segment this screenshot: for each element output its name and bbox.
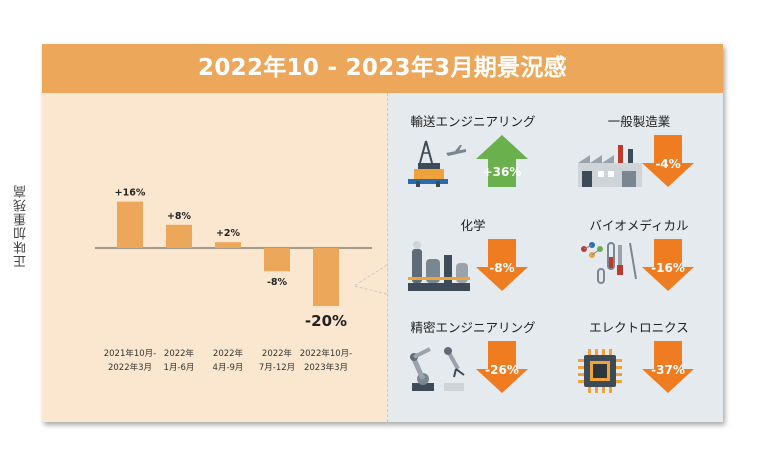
sector-title-3: 化学 [460, 218, 486, 233]
category-label-1: 2021年10月- 2022年3月 [103, 349, 157, 373]
bar-5 [313, 248, 339, 306]
arrow-down-icon [642, 135, 694, 191]
sector-value-4: -16% [651, 261, 685, 275]
arrow-down-icon [642, 239, 694, 295]
lab-tools-icon [578, 239, 642, 295]
sector-title-1: 輸送エンジニアリング [410, 114, 536, 129]
oil-rig-airplane-icon [408, 139, 468, 191]
category-label-3: 2022年 4月-9月 [212, 349, 244, 373]
arrow-down-icon [642, 341, 694, 397]
data-label-5: -20% [305, 312, 347, 330]
category-label-4: 2022年 7月-12月 [258, 349, 296, 373]
sector-title-2: 一般製造業 [607, 114, 671, 129]
data-label-1: +16% [115, 188, 146, 199]
sector-value-1: +36% [482, 165, 522, 179]
callout-pointer [352, 264, 388, 295]
bar-1 [117, 201, 143, 248]
data-label-4: -8% [267, 277, 288, 288]
arrow-up-icon [476, 135, 528, 191]
arrow-down-icon [476, 239, 528, 295]
sector-title-5: 精密エンジニアリング [410, 320, 536, 335]
robot-arm-icon [408, 345, 468, 397]
chemical-plant-icon [408, 239, 470, 295]
factory-icon [578, 145, 642, 191]
header-bar: 2022年10 - 2023年3月期景況感 [42, 44, 723, 93]
bar-2 [166, 224, 192, 248]
sector-title-4: バイオメディカル [589, 218, 689, 233]
sector-value-2: -4% [655, 157, 681, 171]
arrow-down-icon [476, 341, 528, 397]
category-label-5: 2022年10月- 2023年3月 [299, 349, 353, 373]
panel-divider [387, 93, 388, 422]
bar-3 [215, 242, 241, 248]
page-title: 2022年10 - 2023年3月期景況感 [198, 55, 567, 81]
sector-value-3: -8% [489, 261, 515, 275]
sector-value-6: -37% [651, 363, 685, 377]
infographic-card: 2022年10 - 2023年3月期景況感 [42, 44, 723, 422]
sector-value-5: -26% [485, 363, 519, 377]
microchip-icon [578, 349, 622, 397]
sector-title-6: エレクトロニクス [589, 320, 689, 335]
data-label-2: +8% [167, 211, 192, 222]
data-label-3: +2% [216, 228, 241, 239]
bar-4 [264, 248, 290, 272]
category-label-2: 2022年 1月-6月 [163, 349, 195, 373]
